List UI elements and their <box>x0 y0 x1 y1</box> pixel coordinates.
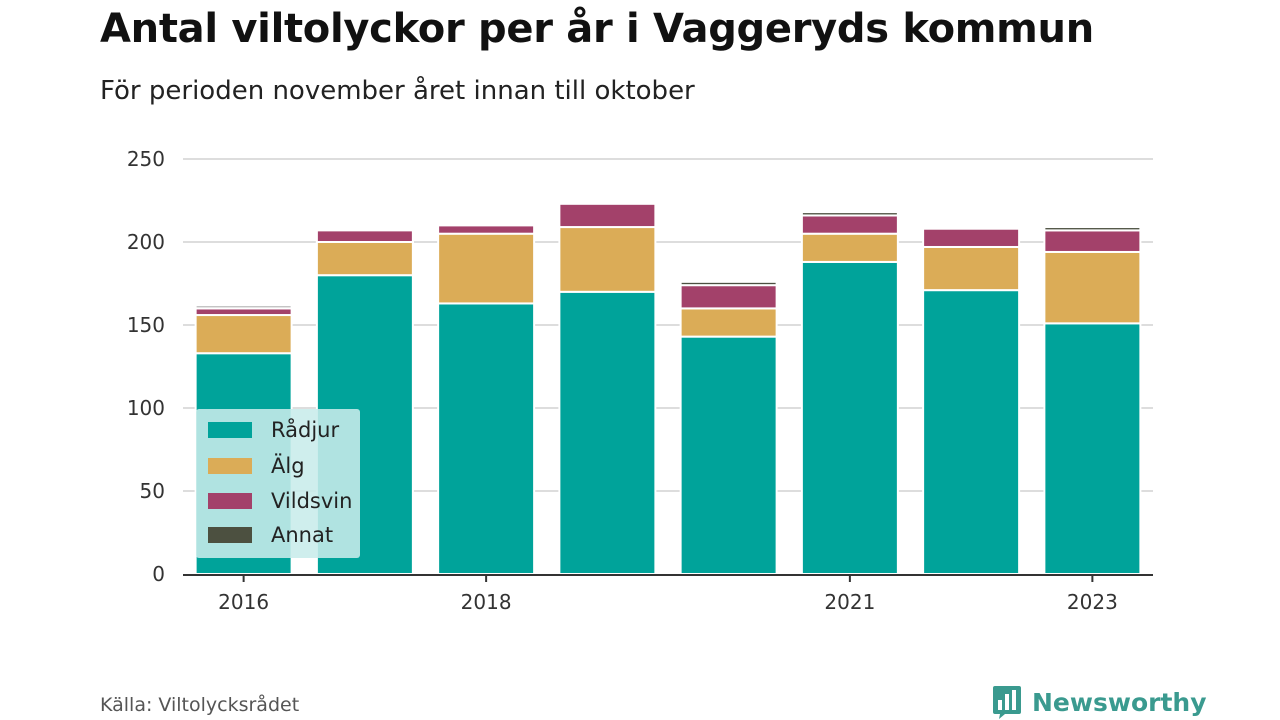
legend-item-vildsvin: Vildsvin <box>208 484 352 518</box>
chart-subtitle: För perioden november året innan till ok… <box>100 76 695 106</box>
legend-item-radjur: Rådjur <box>208 413 339 447</box>
bar-alg-2019 <box>558 226 657 293</box>
legend-label-vildsvin: Vildsvin <box>271 489 353 513</box>
chart-title: Antal viltolyckor per år i Vaggeryds kom… <box>100 6 1094 52</box>
bar-vildsvin-2023 <box>1043 229 1142 253</box>
source-note: Källa: Viltolycksrådet <box>100 694 300 716</box>
bar-vildsvin-2019 <box>558 202 657 229</box>
bar-radjur-2023 <box>1043 322 1142 575</box>
y-tick-label-250: 250 <box>127 147 165 171</box>
bar-radjur-2019 <box>558 290 657 575</box>
chart-legend: Rådjur Älg Vildsvin Annat <box>196 409 360 558</box>
legend-swatch-radjur <box>208 422 252 438</box>
bar-alg-2022 <box>922 245 1021 292</box>
y-tick-label-200: 200 <box>127 230 165 254</box>
legend-item-alg: Älg <box>208 449 305 483</box>
legend-label-radjur: Rådjur <box>271 418 340 442</box>
bar-vildsvin-2017 <box>315 229 414 244</box>
bar-annat-2023 <box>1043 226 1142 232</box>
bar-alg-2023 <box>1043 250 1142 325</box>
bar-radjur-2018 <box>437 302 536 575</box>
y-tick-label-150: 150 <box>127 313 165 337</box>
newsworthy-logo: Newsworthy <box>992 684 1207 720</box>
brand-name: Newsworthy <box>1032 687 1207 717</box>
x-tick-label-2021: 2021 <box>824 590 875 614</box>
bar-vildsvin-2022 <box>922 227 1021 248</box>
bar-annat-2016 <box>194 304 293 310</box>
bar-alg-2020 <box>679 307 778 338</box>
bar-alg-2021 <box>800 232 899 263</box>
bar-alg-2016 <box>194 314 293 355</box>
bar-vildsvin-2021 <box>800 214 899 235</box>
legend-swatch-vildsvin <box>208 493 252 509</box>
bar-annat-2020 <box>679 280 778 287</box>
bar-vildsvin-2020 <box>679 284 778 310</box>
bar-vildsvin-2018 <box>437 224 536 235</box>
y-tick-label-100: 100 <box>127 396 165 420</box>
bar-alg-2017 <box>315 241 414 277</box>
bar-alg-2018 <box>437 232 536 305</box>
y-tick-label-0: 0 <box>152 562 165 586</box>
x-tick-label-2023: 2023 <box>1067 590 1118 614</box>
bar-annat-2021 <box>800 211 899 217</box>
legend-swatch-annat <box>208 527 252 543</box>
legend-swatch-alg <box>208 458 252 474</box>
legend-label-alg: Älg <box>271 454 305 478</box>
bar-radjur-2020 <box>679 335 778 575</box>
x-tick-label-2016: 2016 <box>218 590 269 614</box>
legend-item-annat: Annat <box>208 518 333 552</box>
bar-radjur-2021 <box>800 260 899 575</box>
y-tick-label-50: 50 <box>140 479 165 503</box>
x-tick-label-2018: 2018 <box>461 590 512 614</box>
bar-radjur-2022 <box>922 289 1021 575</box>
bar-chart-speech-icon <box>993 686 1021 719</box>
legend-label-annat: Annat <box>271 523 334 547</box>
